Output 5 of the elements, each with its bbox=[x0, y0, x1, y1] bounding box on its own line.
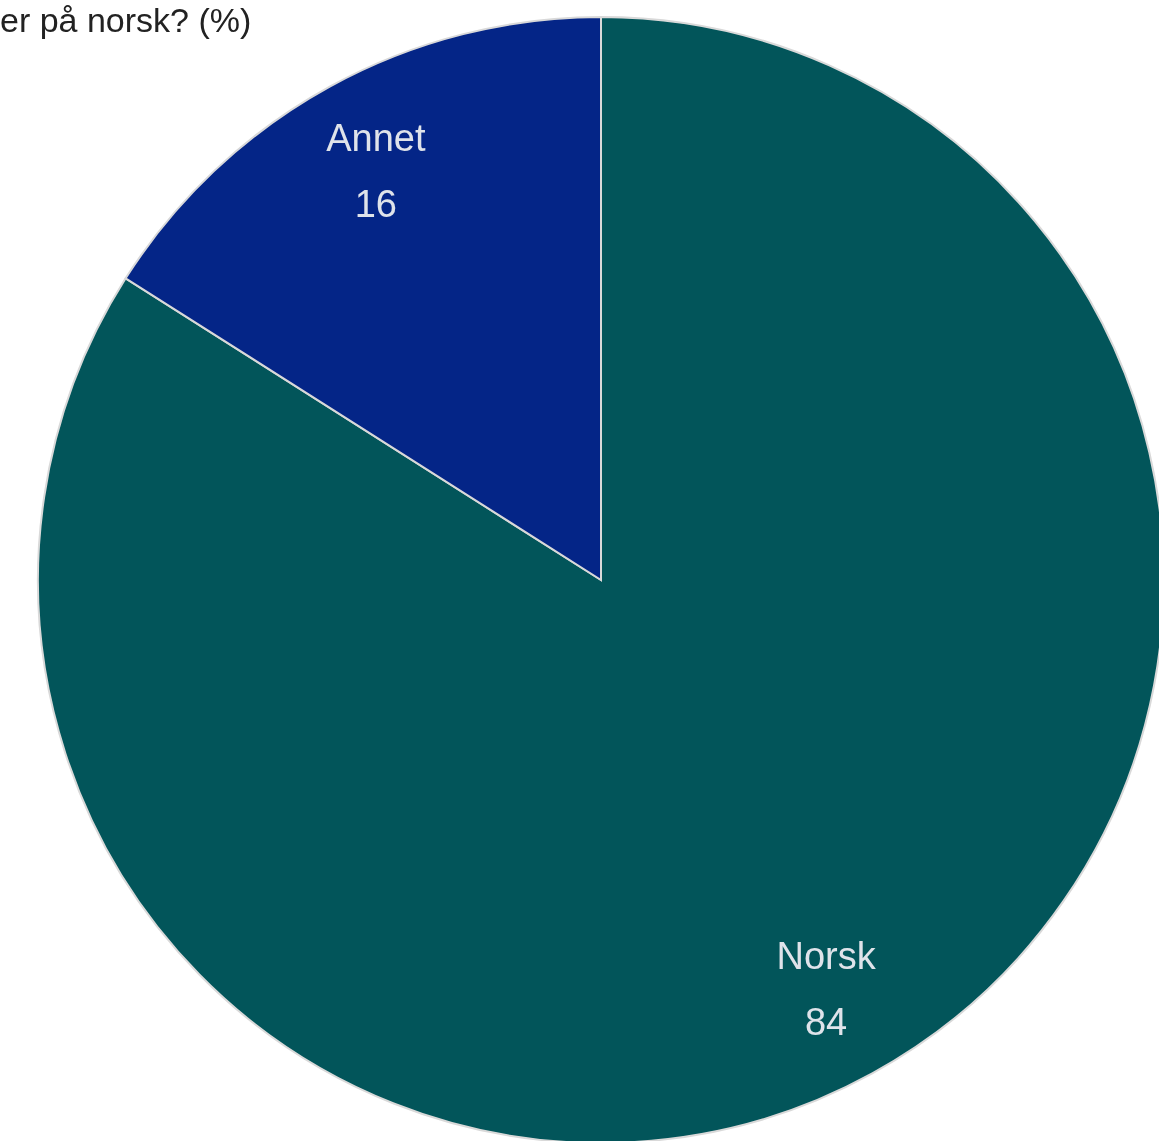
slice-label: Annet bbox=[326, 116, 426, 159]
data-label: 16 bbox=[354, 182, 398, 225]
slice-label: Norsk bbox=[776, 935, 877, 978]
chart-title: er på norsk? (%) bbox=[0, 0, 252, 40]
data-label: 84 bbox=[804, 1001, 848, 1044]
